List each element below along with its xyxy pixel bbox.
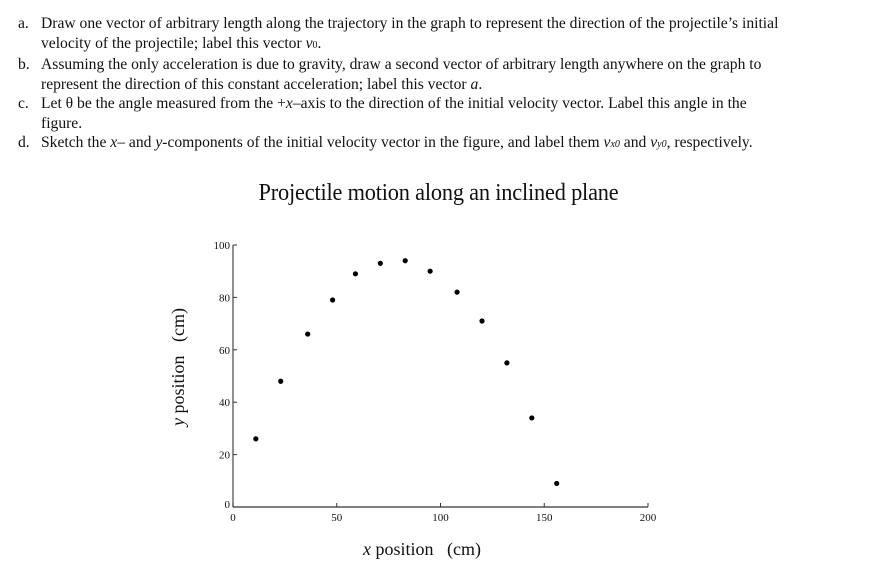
- data-point: [454, 289, 460, 295]
- x-tick-label: 100: [432, 512, 449, 524]
- question-d-text: and: [619, 134, 651, 151]
- variable-y: y: [155, 134, 163, 151]
- data-point: [402, 258, 408, 264]
- question-b: b. Assuming the only acceleration is due…: [0, 55, 878, 94]
- data-point: [554, 480, 560, 487]
- question-c: c. Let θ be the angle measured from the …: [0, 94, 878, 133]
- question-c-text-rest: –axis to the direction of the initial ve…: [292, 95, 747, 112]
- data-point: [479, 318, 485, 324]
- chart-title-text: Projectile motion along an inclined plan…: [259, 180, 619, 206]
- question-a-letter: a.: [18, 15, 29, 32]
- question-b-text: represent the direction of this constant…: [41, 75, 471, 93]
- subscript-x0: x0: [610, 139, 620, 150]
- x-tick-label: 150: [536, 512, 553, 524]
- question-b-letter: b.: [18, 56, 30, 73]
- y-tick-label: 0: [225, 499, 231, 511]
- question-a: a. Draw one vector of arbitrary length a…: [0, 14, 878, 55]
- data-points: [253, 258, 560, 487]
- variable-x: x: [110, 134, 118, 151]
- data-point: [330, 297, 336, 303]
- y-tick-label: 40: [219, 397, 231, 409]
- subscript-y0: y0: [657, 139, 667, 150]
- variable-vx0: v: [603, 134, 611, 151]
- y-tick-label: 20: [219, 450, 231, 462]
- question-b-line1: Assuming the only acceleration is due to…: [41, 56, 762, 73]
- data-point: [352, 271, 359, 277]
- question-b-line2: represent the direction of this constant…: [41, 75, 838, 95]
- question-a-line2: velocity of the projectile; label this v…: [41, 34, 838, 56]
- data-point: [377, 260, 383, 266]
- y-tick-label: 80: [219, 292, 231, 304]
- question-c-text: Let θ be the angle measured from the +: [41, 95, 286, 112]
- question-a-text: velocity of the projectile; label this v…: [41, 34, 306, 52]
- y-axis-unit: position (cm): [168, 308, 188, 418]
- question-c-line1: Let θ be the angle measured from the +x–…: [41, 94, 838, 114]
- question-c-line2: figure.: [41, 114, 83, 132]
- data-point: [253, 436, 259, 442]
- variable-vy0: v: [650, 134, 658, 151]
- question-d-letter: d.: [18, 134, 30, 151]
- y-axis-var: y: [168, 418, 188, 426]
- y-tick-label: 100: [214, 240, 231, 252]
- subscript-0: 0: [312, 39, 318, 51]
- question-d-text: , respectively.: [666, 134, 753, 151]
- question-d-text: – and: [117, 134, 156, 151]
- data-point: [504, 360, 510, 366]
- punctuation: .: [317, 34, 322, 52]
- variable-a: a: [470, 75, 479, 93]
- question-list: a. Draw one vector of arbitrary length a…: [0, 14, 878, 155]
- data-point: [427, 268, 433, 274]
- question-c-letter: c.: [18, 95, 29, 112]
- question-d: d. Sketch the x– and y-components of the…: [0, 133, 878, 155]
- question-d-text: Sketch the: [41, 134, 111, 151]
- question-d-text: -components of the initial velocity vect…: [162, 134, 604, 151]
- y-axis-label: y position (cm): [168, 308, 189, 426]
- variable-x: x: [285, 95, 293, 112]
- x-tick-label: 0: [230, 512, 236, 524]
- x-tick-label: 50: [331, 512, 343, 524]
- data-point: [305, 331, 311, 337]
- x-axis-unit: position (cm): [371, 539, 482, 559]
- chart-title: Projectile motion along an inclined plan…: [0, 180, 878, 207]
- data-point: [278, 378, 284, 384]
- y-tick-label: 60: [219, 345, 231, 357]
- variable-v0: v: [305, 34, 313, 52]
- x-tick-label: 200: [640, 512, 657, 524]
- question-a-line1: Draw one vector of arbitrary length alon…: [41, 15, 779, 32]
- data-point: [529, 415, 535, 421]
- punctuation: .: [478, 75, 483, 93]
- x-axis-var: x: [363, 539, 371, 559]
- axes: 0 50 100 150 200 0 20 40 60 80 100: [214, 240, 657, 524]
- x-axis-label: x position (cm): [363, 539, 481, 560]
- question-d-line1: Sketch the x– and y-components of the in…: [41, 133, 838, 155]
